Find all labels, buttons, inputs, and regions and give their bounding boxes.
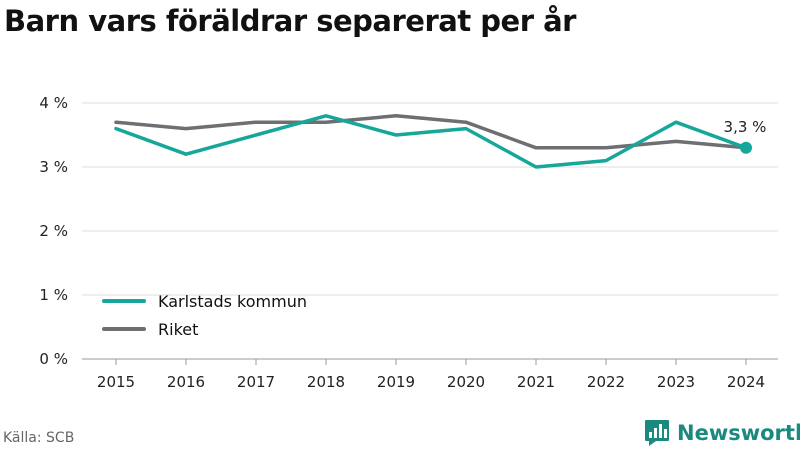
- x-tick-label: 2022: [587, 373, 625, 391]
- x-tick-label: 2020: [447, 373, 485, 391]
- source-note: Källa: SCB: [3, 430, 75, 446]
- legend-swatch: [102, 327, 146, 331]
- legend-label: Riket: [158, 319, 199, 339]
- x-tick-label: 2017: [237, 373, 275, 391]
- x-tick-label: 2015: [97, 373, 135, 391]
- legend-label: Karlstads kommun: [158, 291, 307, 311]
- legend: Karlstads kommun Riket: [102, 287, 307, 343]
- x-tick-label: 2018: [307, 373, 345, 391]
- gridlines: 0 % 1 % 2 % 3 % 4 %: [39, 94, 778, 368]
- legend-item-karlstads-kommun: Karlstads kommun: [102, 287, 307, 315]
- endpoint-marker: [740, 141, 752, 154]
- x-tick-label: 2019: [377, 373, 415, 391]
- x-axis: 2015 2016 2017 2018 2019 2020 2021 2022 2023 2024: [82, 358, 778, 391]
- legend-item-riket: Riket: [102, 315, 307, 343]
- logo-text: Newsworthy: [677, 421, 800, 445]
- x-tick-label: 2023: [657, 373, 695, 391]
- y-tick-label: 3 %: [39, 158, 68, 176]
- chart-title: Barn vars föräldrar separerat per år: [4, 4, 576, 38]
- y-tick-label: 0 %: [39, 350, 68, 368]
- y-tick-label: 4 %: [39, 94, 68, 112]
- series-line-karlstads-kommun: [114, 114, 748, 169]
- y-tick-label: 1 %: [39, 286, 68, 304]
- series-lines: [114, 114, 748, 169]
- y-tick-label: 2 %: [39, 222, 68, 240]
- x-tick-label: 2016: [167, 373, 205, 391]
- legend-swatch: [102, 299, 146, 303]
- bar-chart-speech-bubble-icon: [645, 420, 669, 446]
- newsworthy-logo: Newsworthy: [644, 419, 800, 447]
- x-tick-label: 2024: [727, 373, 765, 391]
- series-line-riket: [114, 114, 748, 150]
- data-label: 3,3 %: [724, 118, 767, 136]
- x-tick-label: 2021: [517, 373, 555, 391]
- annotation: 3,3 %: [724, 118, 767, 154]
